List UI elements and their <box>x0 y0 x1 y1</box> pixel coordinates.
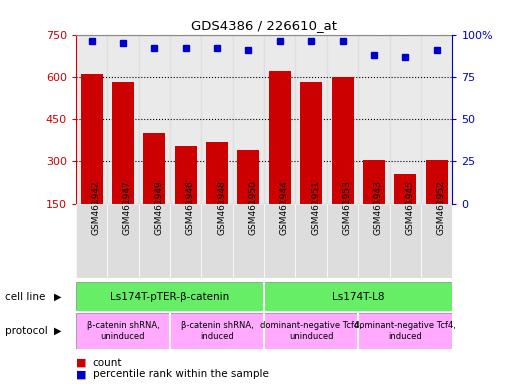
Bar <box>237 150 259 204</box>
FancyBboxPatch shape <box>264 313 358 349</box>
Bar <box>112 83 134 204</box>
Text: GSM461953: GSM461953 <box>343 180 351 235</box>
FancyBboxPatch shape <box>76 313 170 349</box>
FancyBboxPatch shape <box>358 313 452 349</box>
FancyBboxPatch shape <box>76 282 264 311</box>
Text: β-catenin shRNA,
induced: β-catenin shRNA, induced <box>180 321 254 341</box>
FancyBboxPatch shape <box>421 204 452 278</box>
FancyBboxPatch shape <box>170 313 264 349</box>
FancyBboxPatch shape <box>233 204 264 278</box>
FancyBboxPatch shape <box>358 204 390 278</box>
Text: protocol: protocol <box>5 326 48 336</box>
Bar <box>206 142 228 204</box>
Text: GSM461952: GSM461952 <box>437 180 446 235</box>
FancyBboxPatch shape <box>76 204 107 278</box>
Bar <box>170 35 201 204</box>
Text: GSM461948: GSM461948 <box>217 180 226 235</box>
Bar <box>327 35 358 204</box>
FancyBboxPatch shape <box>107 204 139 278</box>
Bar <box>175 146 197 204</box>
Bar <box>394 174 416 204</box>
Text: ■: ■ <box>76 369 90 379</box>
FancyBboxPatch shape <box>170 204 201 278</box>
Bar <box>233 35 264 204</box>
FancyBboxPatch shape <box>201 204 233 278</box>
Bar <box>143 133 165 204</box>
Text: Ls174T-pTER-β-catenin: Ls174T-pTER-β-catenin <box>110 291 230 302</box>
Bar <box>81 74 103 204</box>
FancyBboxPatch shape <box>390 204 421 278</box>
Text: Ls174T-L8: Ls174T-L8 <box>332 291 384 302</box>
Bar <box>363 160 385 204</box>
Text: GSM461951: GSM461951 <box>311 180 320 235</box>
Bar <box>201 35 233 204</box>
Text: GSM461950: GSM461950 <box>248 180 257 235</box>
Bar <box>421 35 452 204</box>
FancyBboxPatch shape <box>264 282 452 311</box>
Text: ■: ■ <box>76 358 90 368</box>
Text: GSM461943: GSM461943 <box>374 180 383 235</box>
Text: GSM461949: GSM461949 <box>154 180 163 235</box>
Bar <box>358 35 390 204</box>
Text: GSM461942: GSM461942 <box>92 180 100 235</box>
Text: count: count <box>93 358 122 368</box>
FancyBboxPatch shape <box>264 204 295 278</box>
Bar <box>264 35 295 204</box>
Text: GSM461946: GSM461946 <box>186 180 195 235</box>
FancyBboxPatch shape <box>295 204 327 278</box>
Bar <box>426 160 448 204</box>
Bar <box>107 35 139 204</box>
Text: GSM461947: GSM461947 <box>123 180 132 235</box>
Text: dominant-negative Tcf4,
uninduced: dominant-negative Tcf4, uninduced <box>260 321 362 341</box>
Text: ▶: ▶ <box>54 326 61 336</box>
Bar <box>300 83 322 204</box>
Text: dominant-negative Tcf4,
induced: dominant-negative Tcf4, induced <box>355 321 456 341</box>
Title: GDS4386 / 226610_at: GDS4386 / 226610_at <box>191 19 337 32</box>
FancyBboxPatch shape <box>327 204 358 278</box>
FancyBboxPatch shape <box>139 204 170 278</box>
Text: GSM461945: GSM461945 <box>405 180 414 235</box>
Text: ▶: ▶ <box>54 291 61 302</box>
Text: GSM461944: GSM461944 <box>280 180 289 235</box>
Text: β-catenin shRNA,
uninduced: β-catenin shRNA, uninduced <box>86 321 160 341</box>
Text: cell line: cell line <box>5 291 46 302</box>
Bar <box>332 77 354 204</box>
Bar <box>295 35 327 204</box>
Bar <box>269 71 291 204</box>
Text: percentile rank within the sample: percentile rank within the sample <box>93 369 268 379</box>
Bar <box>390 35 421 204</box>
Bar <box>139 35 170 204</box>
Bar <box>76 35 107 204</box>
